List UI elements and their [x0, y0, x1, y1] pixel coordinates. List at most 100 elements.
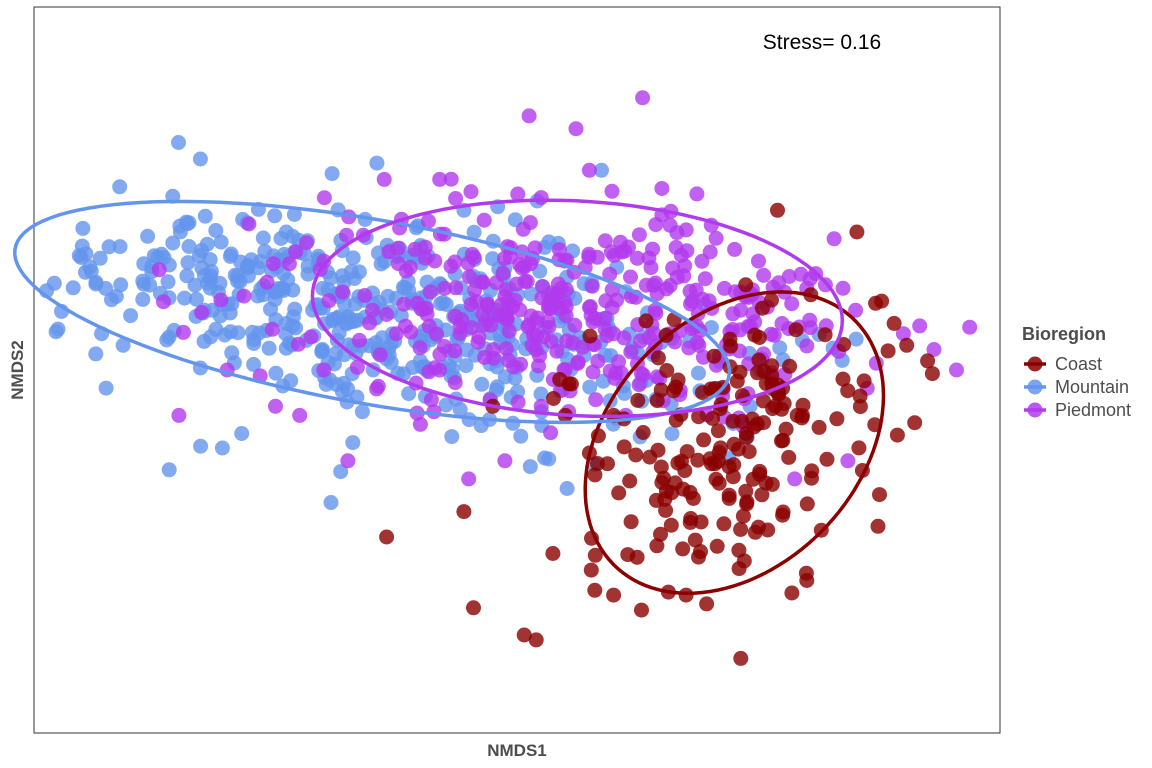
- point-piedmont: [413, 301, 429, 317]
- point-mountain: [48, 324, 64, 340]
- point-coast: [663, 517, 679, 533]
- point-piedmont: [565, 335, 581, 351]
- point-piedmont: [290, 336, 306, 352]
- point-piedmont: [420, 213, 436, 229]
- point-coast: [788, 322, 804, 338]
- point-mountain: [212, 308, 228, 324]
- point-piedmont: [604, 300, 620, 316]
- point-piedmont: [379, 307, 395, 322]
- point-piedmont: [677, 258, 693, 274]
- point-mountain: [135, 291, 151, 307]
- point-coast: [630, 392, 646, 408]
- point-piedmont: [751, 253, 766, 269]
- point-piedmont: [568, 121, 584, 137]
- point-piedmont: [423, 392, 439, 408]
- point-mountain: [268, 284, 283, 300]
- point-mountain: [328, 346, 344, 362]
- point-mountain: [522, 459, 538, 475]
- point-piedmont: [606, 326, 622, 342]
- point-mountain: [92, 250, 108, 266]
- legend-key-dot-mountain: [1027, 379, 1043, 395]
- point-mountain: [444, 361, 460, 377]
- point-piedmont: [340, 453, 356, 469]
- point-coast: [744, 411, 760, 427]
- point-coast: [623, 514, 639, 530]
- point-piedmont: [766, 327, 782, 343]
- point-piedmont: [303, 329, 319, 345]
- point-mountain: [323, 495, 339, 510]
- point-piedmont: [479, 298, 495, 314]
- point-piedmont: [292, 407, 308, 423]
- point-coast: [755, 393, 771, 409]
- y-axis-title: NMDS2: [8, 340, 27, 400]
- point-piedmont: [171, 407, 187, 423]
- point-coast: [699, 596, 715, 612]
- point-piedmont: [689, 186, 705, 202]
- point-piedmont: [448, 191, 464, 206]
- point-coast: [706, 348, 722, 364]
- point-piedmont: [584, 278, 600, 294]
- point-coast: [741, 444, 757, 460]
- point-mountain: [224, 345, 240, 361]
- point-mountain: [255, 230, 271, 246]
- point-mountain: [513, 428, 529, 444]
- point-piedmont: [510, 394, 526, 410]
- point-piedmont: [357, 288, 373, 303]
- point-piedmont: [528, 342, 544, 358]
- point-coast: [851, 440, 867, 456]
- point-piedmont: [316, 190, 332, 206]
- point-piedmont: [437, 280, 453, 296]
- point-coast: [899, 337, 915, 353]
- point-piedmont: [398, 263, 414, 279]
- point-mountain: [136, 276, 152, 292]
- point-piedmont: [194, 305, 209, 320]
- point-piedmont: [497, 453, 513, 469]
- point-mountain: [324, 166, 340, 182]
- point-coast: [775, 507, 791, 523]
- point-coast: [804, 463, 820, 479]
- point-piedmont: [432, 346, 448, 362]
- point-mountain: [458, 358, 474, 374]
- point-piedmont: [623, 344, 639, 360]
- point-coast: [622, 473, 638, 489]
- point-mountain: [369, 155, 385, 171]
- point-coast: [811, 419, 827, 435]
- point-coast: [868, 295, 884, 311]
- point-mountain: [246, 357, 262, 372]
- point-coast: [611, 485, 627, 501]
- point-coast: [756, 363, 772, 379]
- point-coast: [653, 526, 668, 542]
- point-coast: [634, 602, 649, 618]
- point-piedmont: [802, 320, 818, 336]
- point-piedmont: [835, 280, 851, 296]
- point-piedmont: [581, 162, 597, 178]
- point-coast: [751, 330, 767, 345]
- point-piedmont: [558, 308, 574, 324]
- point-mountain: [199, 236, 215, 252]
- point-mountain: [181, 239, 197, 254]
- point-piedmont: [533, 398, 549, 414]
- legend-title: Bioregion: [1022, 324, 1106, 344]
- point-piedmont: [582, 299, 598, 314]
- point-mountain: [196, 333, 212, 349]
- point-coast: [725, 469, 741, 485]
- point-mountain: [208, 321, 224, 337]
- point-coast: [794, 410, 810, 426]
- point-coast: [709, 538, 725, 554]
- point-piedmont: [540, 314, 556, 330]
- point-piedmont: [175, 324, 191, 340]
- point-piedmont: [912, 318, 928, 334]
- point-coast: [754, 487, 770, 503]
- point-coast: [628, 447, 644, 463]
- point-mountain: [438, 397, 454, 413]
- point-mountain: [240, 260, 255, 276]
- point-piedmont: [645, 241, 661, 257]
- point-mountain: [161, 462, 177, 478]
- point-mountain: [559, 481, 575, 496]
- point-mountain: [505, 415, 521, 431]
- point-mountain: [214, 440, 230, 456]
- point-piedmont: [151, 262, 167, 278]
- point-piedmont: [388, 326, 404, 342]
- point-coast: [716, 516, 732, 532]
- point-coast: [675, 481, 691, 497]
